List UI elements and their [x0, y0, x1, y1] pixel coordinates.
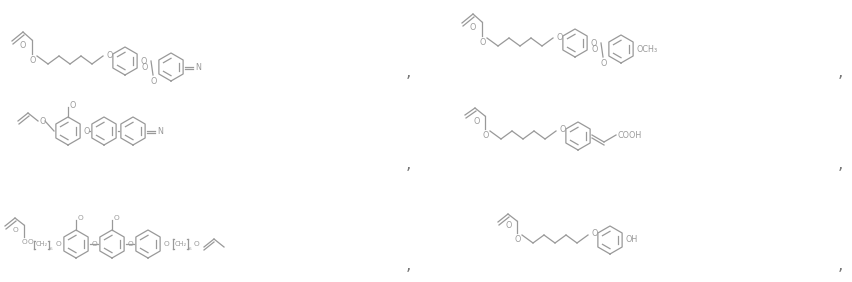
Text: OCH₃: OCH₃ — [636, 45, 658, 54]
Text: O: O — [22, 239, 28, 245]
Text: O: O — [600, 59, 607, 68]
Text: O: O — [591, 230, 597, 239]
Text: OH: OH — [625, 235, 637, 244]
Text: ,: , — [837, 256, 842, 274]
Text: O: O — [591, 45, 597, 54]
Text: O: O — [469, 23, 475, 32]
Text: O: O — [30, 56, 36, 65]
Text: COOH: COOH — [618, 131, 642, 140]
Text: O: O — [70, 100, 77, 109]
Text: O: O — [505, 221, 511, 230]
Text: O: O — [56, 241, 61, 247]
Text: O: O — [20, 41, 26, 50]
Text: O: O — [151, 77, 157, 86]
Text: O: O — [193, 241, 199, 247]
Text: O: O — [128, 241, 134, 247]
Text: O: O — [560, 125, 566, 135]
Text: O: O — [556, 32, 562, 41]
Text: O: O — [78, 215, 83, 221]
Text: ,: , — [405, 256, 410, 274]
Text: N: N — [195, 63, 200, 72]
Text: O: O — [92, 241, 98, 247]
Text: ₆: ₆ — [50, 245, 53, 251]
Text: ,: , — [405, 63, 410, 81]
Text: O: O — [515, 235, 521, 244]
Text: O: O — [473, 116, 480, 125]
Text: CH₂: CH₂ — [36, 241, 49, 247]
Text: CH₂: CH₂ — [175, 241, 187, 247]
Text: ,: , — [837, 63, 842, 81]
Text: O: O — [106, 50, 113, 60]
Text: O: O — [590, 39, 596, 47]
Text: O: O — [13, 227, 19, 233]
Text: O: O — [164, 241, 170, 247]
Text: O: O — [479, 38, 486, 47]
Text: O: O — [28, 239, 34, 245]
Text: N: N — [157, 127, 163, 136]
Text: O: O — [40, 116, 46, 125]
Text: O: O — [114, 215, 119, 221]
Text: ₆: ₆ — [189, 245, 192, 251]
Text: O: O — [482, 131, 488, 140]
Text: ,: , — [837, 155, 842, 173]
Text: O: O — [83, 127, 90, 135]
Text: O: O — [141, 56, 147, 65]
Text: ,: , — [405, 155, 410, 173]
Text: O: O — [141, 63, 148, 72]
